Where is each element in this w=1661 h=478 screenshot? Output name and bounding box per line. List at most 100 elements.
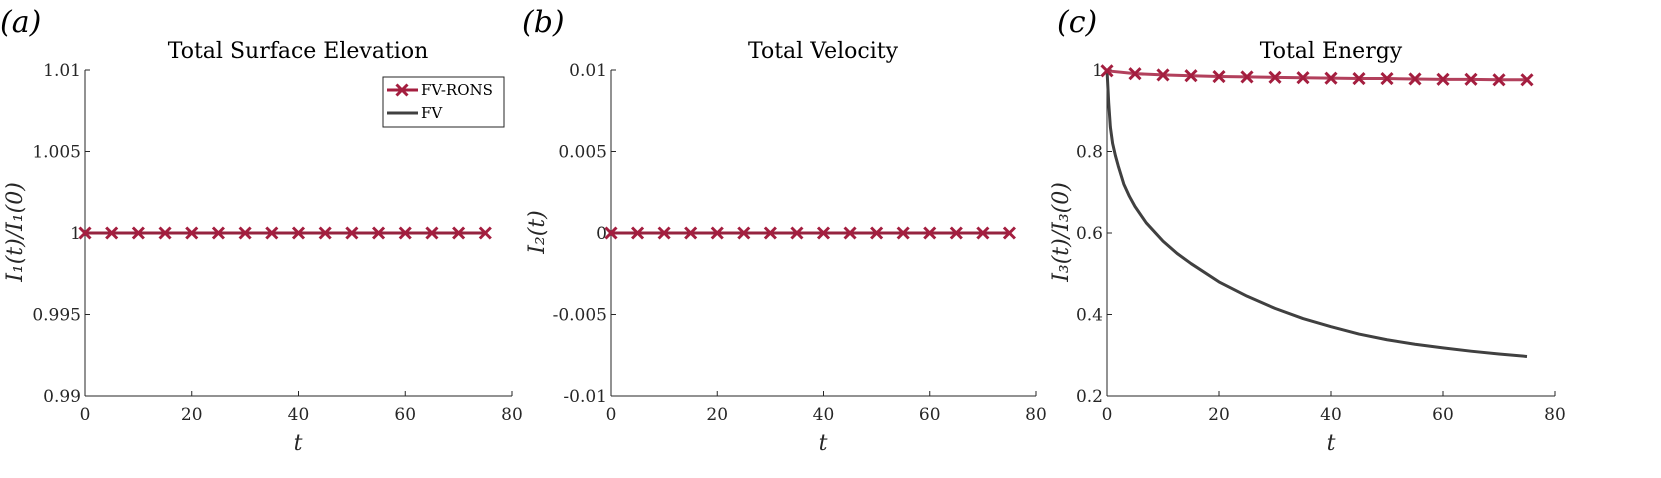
data-point-fv-rons	[631, 226, 645, 240]
data-point-fv-rons	[657, 226, 671, 240]
data-point-fv-rons	[923, 226, 937, 240]
series-line-fv	[1105, 69, 1528, 358]
data-point-fv-rons	[345, 226, 359, 240]
data-point-fv-rons	[949, 226, 963, 240]
data-point-fv-rons	[1296, 71, 1310, 85]
y-tick-label: 1	[1092, 61, 1103, 81]
y-tick-label: 0.4	[1076, 306, 1103, 326]
x-tick-label: 60	[394, 405, 416, 425]
data-point-fv-rons	[265, 226, 279, 240]
y-axis-label: I₃(t)/I₃(0)	[1049, 182, 1074, 283]
data-point-fv-rons	[1184, 69, 1198, 83]
legend-label-fv: FV	[421, 104, 443, 122]
y-axis-label: I₂(t)	[525, 210, 550, 255]
y-axis-label: I₁(t)/I₁(0)	[3, 182, 28, 283]
data-point-fv-rons	[1324, 71, 1338, 85]
data-point-fv-rons	[684, 226, 698, 240]
y-tick-label: 1.01	[43, 61, 81, 81]
series-markers-fv-rons	[1100, 64, 1534, 87]
data-point-fv-rons	[452, 226, 466, 240]
panel-label: (a)	[0, 5, 41, 40]
data-point-fv-rons	[1436, 72, 1450, 86]
data-point-fv-rons	[737, 226, 751, 240]
chart-title: Total Velocity	[748, 39, 899, 64]
panel-c: (c) Total Energy t I₃(t)/I₃(0) 0 20 40 60 80…	[1049, 5, 1566, 456]
x-tick-label: 20	[706, 405, 728, 425]
data-point-fv-rons	[1520, 73, 1534, 87]
y-tick-label: 0.01	[569, 61, 607, 81]
legend-label-fv-rons: FV-RONS	[421, 81, 493, 99]
y-tick-label: 0.995	[32, 306, 81, 326]
y-tick-label: 0.6	[1076, 224, 1103, 244]
data-point-fv-rons	[1100, 64, 1114, 78]
data-point-fv-rons	[131, 226, 145, 240]
x-tick-label: 60	[1432, 405, 1454, 425]
x-tick-label: 0	[1102, 405, 1113, 425]
data-point-fv-rons	[1352, 71, 1366, 86]
panel-label: (c)	[1057, 5, 1097, 40]
panel-a: (a) Total Surface Elevation t I₁(t)/I₁(0…	[0, 5, 523, 456]
legend-marker-fv-rons	[395, 83, 409, 97]
series-markers-fv-rons	[604, 226, 1017, 240]
plot-area: 0 20 40 60 80 -0.01 -0.005 0 0.005 0.01	[553, 61, 1047, 425]
data-point-fv-rons	[211, 226, 225, 240]
data-point-fv-rons	[1408, 72, 1422, 86]
x-tick-label: 40	[1320, 405, 1342, 425]
data-point-fv-rons	[896, 226, 910, 240]
x-tick-label: 20	[1208, 405, 1230, 425]
data-point-fv-rons	[185, 226, 199, 240]
y-tick-label: 0.99	[43, 387, 81, 407]
x-tick-label: 60	[919, 405, 941, 425]
x-tick-label: 80	[1544, 405, 1566, 425]
data-point-fv-rons	[478, 226, 492, 240]
data-point-fv-rons	[105, 226, 119, 240]
data-point-fv-rons	[1156, 68, 1170, 82]
plot-area: 0 20 40 60 80 0.99 0.995 1 1.005 1.01	[32, 61, 522, 425]
data-point-fv-rons	[1128, 67, 1142, 81]
x-tick-label: 0	[80, 405, 91, 425]
data-point-fv-rons	[976, 226, 990, 240]
plot-area: 0 20 40 60 80 0.2 0.4 0.6 0.8 1	[1076, 61, 1566, 425]
data-point-fv-rons	[604, 226, 618, 240]
y-tick-label: 1.005	[32, 143, 81, 163]
data-point-fv-rons	[78, 226, 92, 240]
x-tick-label: 40	[813, 405, 835, 425]
data-point-fv-rons	[372, 226, 386, 240]
panel-b: (b) Total Velocity t I₂(t) 0 20 40 60 80 -0.0…	[522, 5, 1047, 456]
x-tick-label: 80	[501, 405, 523, 425]
data-point-fv-rons	[763, 226, 777, 240]
data-point-fv-rons	[1002, 226, 1017, 240]
data-point-fv-rons	[870, 226, 884, 240]
data-point-fv-rons	[158, 226, 172, 240]
data-point-fv-rons	[1380, 71, 1394, 86]
x-axis-label: t	[819, 431, 828, 456]
data-point-fv-rons	[238, 226, 252, 240]
series-line-fv-rons	[1106, 69, 1527, 82]
y-tick-label: 0	[596, 224, 607, 244]
data-point-fv-rons	[790, 226, 804, 240]
chart-title: Total Surface Elevation	[168, 39, 429, 64]
panel-label: (b)	[522, 5, 565, 40]
x-axis-label: t	[294, 431, 303, 456]
y-tick-label: 0.8	[1076, 143, 1103, 163]
data-point-fv-rons	[425, 226, 439, 240]
y-tick-label: -0.01	[563, 387, 607, 407]
chart-title: Total Energy	[1260, 39, 1403, 64]
data-point-fv-rons	[291, 226, 306, 240]
data-point-fv-rons	[843, 226, 857, 240]
data-point-fv-rons	[318, 226, 332, 240]
y-tick-label: 0.2	[1076, 387, 1103, 407]
legend-x-marker	[395, 83, 409, 97]
x-tick-label: 40	[288, 405, 310, 425]
y-tick-label: 0.005	[558, 143, 607, 163]
data-point-fv-rons	[1464, 72, 1478, 86]
x-tick-label: 0	[606, 405, 617, 425]
data-point-fv-rons	[1212, 69, 1226, 84]
legend: FV-RONS FV	[382, 76, 505, 128]
data-point-fv-rons	[816, 226, 831, 240]
x-tick-label: 80	[1025, 405, 1047, 425]
legend-box	[382, 76, 505, 128]
data-point-fv-rons	[398, 226, 412, 240]
x-axis-label: t	[1327, 431, 1336, 456]
